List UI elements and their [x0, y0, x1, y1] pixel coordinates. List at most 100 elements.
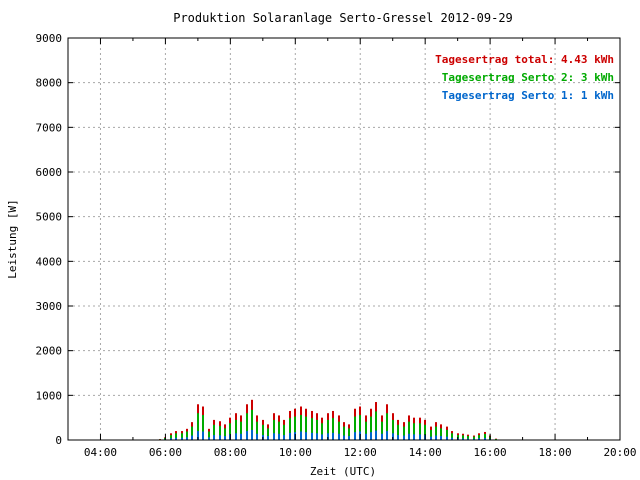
bar	[430, 429, 432, 440]
bar	[419, 434, 421, 440]
bar	[478, 435, 480, 440]
x-tick-label: 04:00	[84, 446, 117, 459]
series-0	[159, 399, 502, 440]
bar	[316, 433, 318, 440]
bar	[478, 438, 480, 440]
bar	[473, 438, 475, 440]
bar	[370, 432, 372, 440]
bar	[413, 423, 415, 440]
bar	[294, 416, 296, 440]
x-axis-label: Zeit (UTC)	[310, 465, 376, 478]
grid	[68, 38, 620, 440]
bar	[278, 421, 280, 440]
bar	[392, 433, 394, 440]
y-tick-label: 9000	[36, 32, 63, 45]
bar	[332, 432, 334, 440]
bar	[338, 421, 340, 440]
bar	[181, 437, 183, 440]
bar	[484, 433, 486, 440]
bar	[311, 432, 313, 440]
bar	[451, 437, 453, 440]
bar	[327, 433, 329, 440]
bar	[343, 435, 345, 440]
bar	[300, 431, 302, 440]
y-tick-label: 1000	[36, 389, 63, 402]
legend-entry: Tagesertrag Serto 2: 3 kWh	[442, 71, 614, 84]
bar	[305, 432, 307, 440]
bar	[462, 435, 464, 440]
x-tick-label: 06:00	[149, 446, 182, 459]
bar	[375, 430, 377, 440]
y-tick-label: 5000	[36, 211, 63, 224]
bar	[386, 413, 388, 440]
bar	[419, 423, 421, 440]
bar	[246, 413, 248, 440]
bar	[424, 424, 426, 440]
bar	[197, 413, 199, 440]
bar	[235, 433, 237, 440]
bar	[446, 429, 448, 440]
bar	[197, 431, 199, 440]
legend-value: 1 kWh	[581, 89, 614, 102]
legend-value: 4.43 kWh	[561, 53, 614, 66]
y-tick-label: 7000	[36, 121, 63, 134]
x-tick-label: 08:00	[214, 446, 247, 459]
bar	[375, 411, 377, 440]
bar	[359, 414, 361, 440]
bar	[191, 426, 193, 440]
bar	[229, 423, 231, 440]
bar	[240, 433, 242, 440]
bar	[435, 435, 437, 440]
bar	[462, 438, 464, 440]
bar	[392, 419, 394, 440]
bar	[446, 436, 448, 440]
bar	[403, 426, 405, 440]
bar	[219, 425, 221, 440]
legend-entry: Tagesertrag Serto 1: 1 kWh	[442, 89, 614, 102]
bar	[440, 428, 442, 440]
y-axis-label: Leistung [W]	[6, 199, 19, 278]
bar	[467, 435, 469, 440]
bar	[316, 419, 318, 440]
y-tick-label: 8000	[36, 77, 63, 90]
legend-label: Tagesertrag total:	[435, 53, 554, 66]
bar	[235, 419, 237, 440]
bar	[202, 414, 204, 440]
bar	[213, 424, 215, 440]
bar	[370, 416, 372, 440]
x-tick-label: 20:00	[603, 446, 636, 459]
legend-label: Tagesertrag Serto 1:	[442, 89, 574, 102]
x-tick-label: 12:00	[344, 446, 377, 459]
bar	[435, 426, 437, 440]
bar	[208, 437, 210, 440]
y-tick-label: 4000	[36, 255, 63, 268]
bar	[289, 432, 291, 440]
axis-ticks: 0 1000 2000 3000 4000 5000 6000 7000 8000 9000 04:…	[36, 32, 637, 459]
bar	[262, 424, 264, 440]
plot-frame	[67, 37, 621, 441]
bar	[327, 419, 329, 440]
x-tick-label: 16:00	[474, 446, 507, 459]
bar	[332, 418, 334, 440]
legend-value: 3 kWh	[581, 71, 614, 84]
bar	[321, 434, 323, 440]
legend-entry: Tagesertrag total: 4.43 kWh	[435, 53, 614, 66]
bar	[413, 434, 415, 440]
bar-series	[159, 399, 502, 440]
bar	[213, 435, 215, 440]
chart-title: Produktion Solaranlage Serto-Gressel 201…	[173, 11, 513, 25]
bar	[191, 435, 193, 440]
bar	[381, 433, 383, 440]
bar	[408, 421, 410, 440]
bar	[224, 428, 226, 440]
bar	[408, 433, 410, 440]
bar	[440, 435, 442, 440]
bar	[397, 435, 399, 440]
bar	[354, 416, 356, 440]
bar	[186, 437, 188, 440]
bar	[283, 424, 285, 440]
bar	[300, 414, 302, 440]
bar	[202, 431, 204, 440]
legend: Tagesertrag total: 4.43 kWh Tagesertrag S…	[435, 53, 614, 102]
bar	[305, 416, 307, 440]
